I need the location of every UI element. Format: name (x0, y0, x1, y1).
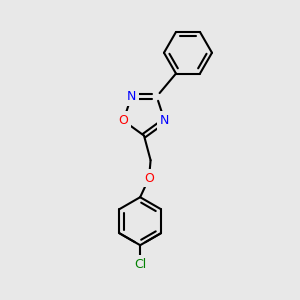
Text: O: O (144, 172, 154, 185)
Text: N: N (127, 90, 136, 103)
Text: O: O (118, 114, 128, 127)
Text: N: N (160, 114, 169, 127)
Text: Cl: Cl (134, 258, 146, 271)
